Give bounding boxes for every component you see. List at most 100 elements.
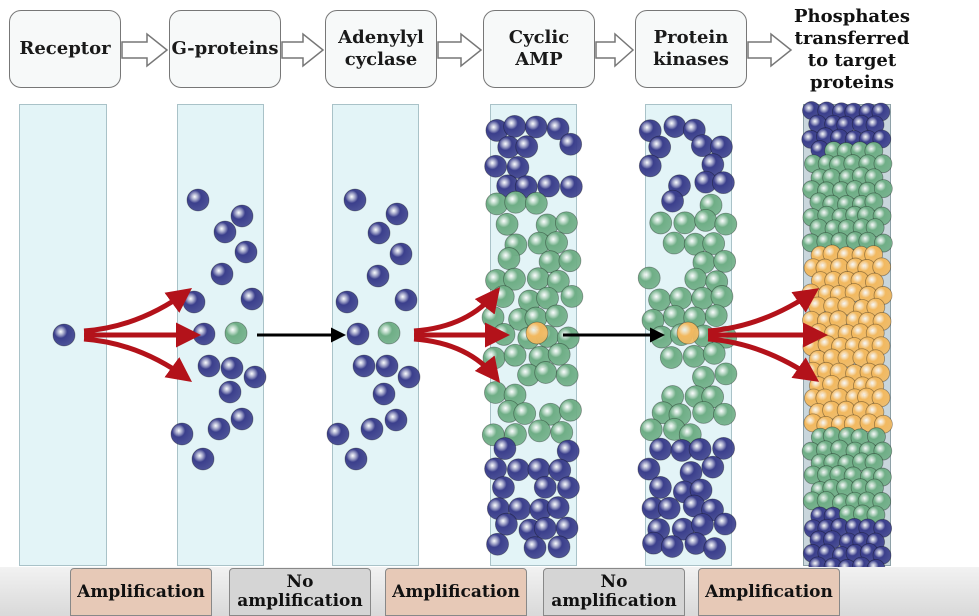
adenylyl-molecule — [513, 402, 537, 425]
adenylyl-molecule — [560, 284, 584, 308]
g-protein-molecule — [506, 458, 530, 482]
adenylyl-molecule — [702, 341, 726, 365]
adenylyl-molecule — [503, 343, 527, 367]
adenylyl-molecule — [692, 400, 715, 424]
g-protein-molecule — [326, 422, 350, 446]
g-protein-molecule — [533, 516, 557, 540]
header-arrow-icon — [595, 32, 635, 68]
g-protein-molecule — [688, 437, 712, 461]
header-arrow-icon — [281, 32, 325, 68]
adenylyl-molecule — [702, 232, 726, 255]
g-protein-molecule — [343, 188, 367, 212]
g-protein-molecule — [533, 475, 557, 499]
g-protein-molecule — [559, 132, 583, 156]
g-protein-molecule — [230, 407, 254, 431]
g-protein-molecule — [556, 439, 580, 463]
g-protein-molecule — [486, 532, 509, 556]
g-protein-molecule — [210, 262, 234, 286]
adenylyl-molecule — [526, 267, 550, 291]
amplification-arrow — [413, 287, 501, 334]
g-protein-molecule — [712, 436, 735, 460]
g-protein-molecule — [240, 287, 264, 311]
g-protein-molecule — [648, 135, 672, 159]
adenylyl-molecule — [536, 286, 559, 310]
g-protein-molecule — [207, 417, 231, 441]
adenylyl-molecule — [659, 346, 683, 369]
adenylyl-molecule — [554, 211, 578, 235]
g-protein-molecule — [515, 135, 539, 159]
adenylyl-molecule — [524, 191, 548, 215]
g-protein-molecule — [657, 496, 681, 520]
adenylyl-molecule — [714, 362, 738, 386]
g-protein-molecule — [366, 264, 390, 288]
adenylyl-molecule — [649, 211, 673, 235]
adenylyl-molecule — [504, 190, 528, 214]
adenylyl-molecule — [559, 398, 582, 422]
g-protein-molecule — [220, 356, 244, 380]
g-protein-molecule — [492, 476, 515, 499]
g-protein-molecule — [344, 447, 368, 471]
footer-no-amplification-1: No amplification — [229, 568, 371, 616]
g-protein-molecule — [197, 354, 221, 378]
adenylyl-molecule — [650, 325, 674, 349]
g-protein-molecule — [506, 156, 530, 179]
g-protein-molecule — [213, 220, 237, 244]
adenylyl-molecule — [684, 267, 708, 291]
g-protein-molecule — [637, 457, 661, 481]
g-protein-molecule — [713, 512, 737, 536]
adenylyl-molecule — [528, 419, 551, 443]
g-protein-molecule — [648, 476, 672, 499]
g-protein-molecule — [663, 115, 687, 138]
adenylyl-molecule — [534, 361, 558, 384]
adenylyl-molecule — [555, 363, 579, 387]
g-protein-molecule — [335, 290, 359, 314]
g-protein-molecule — [524, 115, 548, 139]
adenylyl-molecule — [224, 321, 248, 345]
amplification-arrow — [413, 336, 501, 383]
adenylyl-molecule — [546, 269, 570, 293]
g-protein-molecule — [52, 323, 76, 347]
adenylyl-molecule — [673, 211, 697, 235]
g-protein-molecule — [703, 537, 727, 560]
footer-amplification-2: Amplification — [385, 568, 527, 616]
g-protein-molecule — [493, 437, 517, 460]
g-protein-molecule — [546, 117, 570, 141]
g-protein-molecule — [684, 532, 708, 555]
adenylyl-molecule — [545, 231, 569, 254]
adenylyl-molecule — [484, 381, 507, 404]
adenylyl-molecule — [714, 212, 738, 236]
g-protein-molecule — [346, 322, 370, 346]
camp-molecule — [872, 257, 892, 277]
g-protein-molecule — [192, 322, 216, 346]
g-protein-molecule — [360, 417, 384, 441]
g-protein-molecule — [243, 365, 267, 389]
amplification-arrow — [707, 336, 820, 382]
adenylyl-molecule — [377, 321, 401, 345]
g-protein-molecule — [555, 516, 579, 540]
adenylyl-molecule — [713, 402, 736, 426]
g-protein-molecule — [218, 380, 242, 404]
stage-box-protein-kinases: Protein kinases — [635, 10, 747, 88]
g-protein-molecule — [556, 476, 580, 500]
g-protein-molecule — [546, 496, 570, 519]
adenylyl-molecule — [547, 342, 571, 366]
adenylyl-molecule — [710, 285, 734, 308]
g-protein-molecule — [234, 240, 258, 264]
camp-molecule — [676, 321, 700, 345]
header-arrow-icon — [437, 32, 483, 68]
g-protein-molecule — [191, 447, 215, 471]
adenylyl-molecule — [662, 231, 686, 255]
stage-box-adenylyl-cyclase: Adenylyl cyclase — [325, 10, 437, 88]
adenylyl-molecule — [639, 418, 663, 442]
g-protein-molecule — [711, 171, 735, 195]
adenylyl-molecule — [873, 179, 893, 198]
adenylyl-molecule — [495, 212, 519, 236]
g-protein-molecule — [394, 288, 418, 312]
g-protein-molecule — [537, 174, 561, 198]
g-protein-molecule — [375, 354, 399, 378]
adenylyl-molecule — [704, 304, 728, 328]
g-protein-molecule — [170, 422, 194, 446]
g-protein-molecule — [372, 382, 396, 406]
g-protein-molecule — [638, 154, 662, 178]
adenylyl-molecule — [503, 267, 526, 291]
